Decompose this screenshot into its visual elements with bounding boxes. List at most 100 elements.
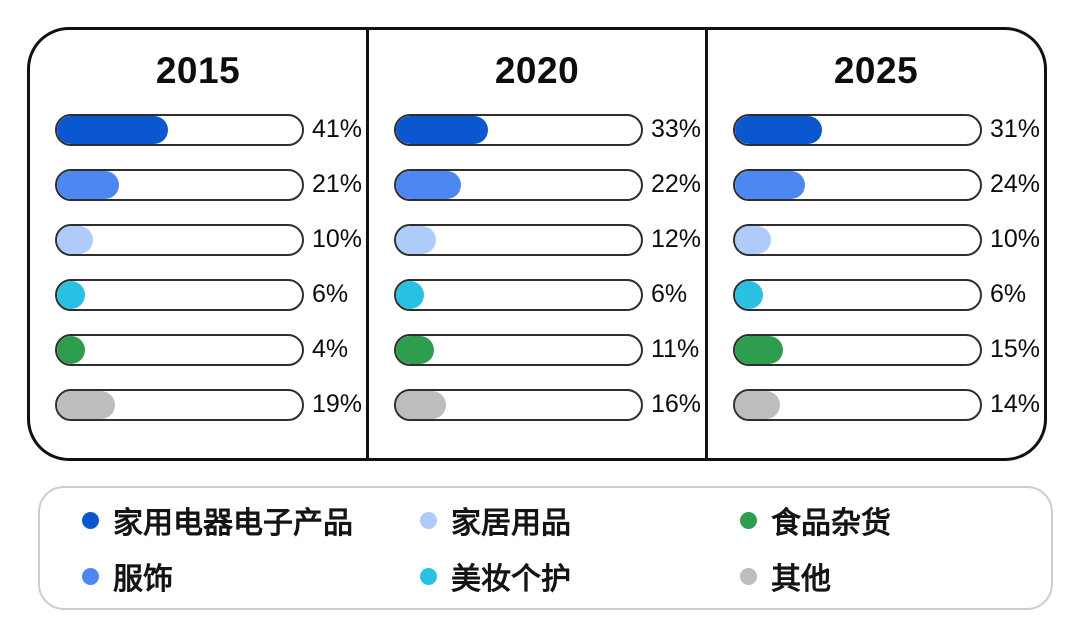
legend-item-beauty-personal-care: 美妆个护	[420, 554, 740, 598]
bar-fill-appliances-electronics	[57, 115, 169, 144]
bar-value-label: 6%	[990, 280, 1027, 309]
bar-row-appliances-electronics: 31%	[733, 113, 1042, 146]
bar-group-2020: 33% 22% 12% 6% 11% 16%	[369, 113, 705, 421]
legend-item-home-goods: 家居用品	[420, 498, 740, 542]
bar-fill-apparel	[396, 170, 461, 199]
bar-track	[733, 333, 982, 366]
legend-label: 食品杂货	[771, 507, 891, 540]
bar-track	[733, 113, 982, 146]
legend-dot-apparel	[82, 567, 99, 585]
bar-row-groceries: 11%	[394, 333, 703, 366]
bar-track	[394, 278, 643, 311]
bar-value-label: 24%	[990, 170, 1041, 199]
bar-row-apparel: 21%	[55, 168, 364, 201]
bar-value-label: 22%	[651, 170, 702, 199]
bar-track	[55, 388, 304, 421]
bar-row-home-goods: 10%	[55, 223, 364, 256]
legend-label: 家用电器电子产品	[113, 507, 353, 540]
bar-row-others: 19%	[55, 388, 364, 421]
bar-row-apparel: 24%	[733, 168, 1042, 201]
legend-dot-beauty-personal-care	[420, 567, 437, 585]
bar-fill-home-goods	[396, 225, 437, 254]
bar-track	[394, 388, 643, 421]
bar-row-groceries: 4%	[55, 333, 364, 366]
legend-dot-groceries	[740, 511, 757, 529]
bar-value-label: 19%	[312, 390, 363, 419]
legend-dot-appliances-electronics	[82, 511, 99, 529]
panel-2015: 2015 41% 21% 10% 6% 4%	[30, 30, 366, 458]
bar-row-apparel: 22%	[394, 168, 703, 201]
bar-value-label: 11%	[651, 335, 700, 364]
bar-fill-others	[735, 390, 781, 419]
bar-track	[55, 333, 304, 366]
bar-track	[55, 223, 304, 256]
bar-row-appliances-electronics: 41%	[55, 113, 364, 146]
bar-row-home-goods: 12%	[394, 223, 703, 256]
bar-track	[394, 333, 643, 366]
legend-item-appliances-electronics: 家用电器电子产品	[82, 498, 420, 542]
bar-group-2025: 31% 24% 10% 6% 15% 14%	[708, 113, 1044, 421]
bar-track	[394, 168, 643, 201]
bar-value-label: 16%	[651, 390, 702, 419]
legend-item-groceries: 食品杂货	[740, 498, 1051, 542]
bar-track	[55, 113, 304, 146]
panel-title-2020: 2020	[494, 50, 580, 91]
legend-item-apparel: 服饰	[82, 554, 420, 598]
bar-fill-apparel	[735, 170, 805, 199]
bar-row-others: 14%	[733, 388, 1042, 421]
bar-track	[55, 168, 304, 201]
bar-value-label: 4%	[312, 335, 349, 364]
legend-label: 服饰	[113, 563, 173, 596]
bar-track	[733, 168, 982, 201]
bar-value-label: 31%	[990, 115, 1041, 144]
bar-track	[394, 223, 643, 256]
bar-value-label: 15%	[990, 335, 1041, 364]
bar-row-beauty-personal-care: 6%	[733, 278, 1042, 311]
legend-label: 家居用品	[451, 507, 571, 540]
bar-value-label: 10%	[990, 225, 1041, 254]
bar-row-beauty-personal-care: 6%	[55, 278, 364, 311]
bar-value-label: 33%	[651, 115, 702, 144]
bar-fill-apparel	[57, 170, 120, 199]
panel-title-2015: 2015	[155, 50, 241, 91]
bar-row-groceries: 15%	[733, 333, 1042, 366]
bar-value-label: 6%	[651, 280, 688, 309]
panel-2025: 2025 31% 24% 10% 6% 15%	[705, 30, 1044, 458]
bar-track	[733, 223, 982, 256]
bar-value-label: 10%	[312, 225, 363, 254]
bar-row-home-goods: 10%	[733, 223, 1042, 256]
bar-track	[733, 278, 982, 311]
bar-fill-groceries	[396, 335, 434, 364]
bar-fill-beauty-personal-care	[396, 280, 424, 309]
legend-dot-home-goods	[420, 511, 437, 529]
panel-title-2025: 2025	[833, 50, 919, 91]
bar-track	[55, 278, 304, 311]
legend-dot-others	[740, 567, 757, 585]
legend-label: 美妆个护	[451, 563, 571, 596]
bar-value-label: 6%	[312, 280, 349, 309]
bar-fill-beauty-personal-care	[735, 280, 763, 309]
panel-2020: 2020 33% 22% 12% 6% 11%	[366, 30, 705, 458]
bar-fill-groceries	[57, 335, 85, 364]
bar-row-beauty-personal-care: 6%	[394, 278, 703, 311]
legend-item-others: 其他	[740, 554, 1051, 598]
legend-label: 其他	[771, 563, 831, 596]
bar-fill-others	[396, 390, 447, 419]
bar-value-label: 21%	[312, 170, 363, 199]
bar-fill-appliances-electronics	[735, 115, 822, 144]
bar-fill-beauty-personal-care	[57, 280, 85, 309]
bar-track	[733, 388, 982, 421]
bar-fill-groceries	[735, 335, 783, 364]
bar-fill-home-goods	[57, 225, 93, 254]
bar-value-label: 41%	[312, 115, 363, 144]
bar-row-appliances-electronics: 33%	[394, 113, 703, 146]
bar-fill-others	[57, 390, 115, 419]
bar-track	[394, 113, 643, 146]
bar-value-label: 14%	[990, 390, 1041, 419]
bar-row-others: 16%	[394, 388, 703, 421]
bar-fill-appliances-electronics	[396, 115, 488, 144]
bar-fill-home-goods	[735, 225, 771, 254]
bar-group-2015: 41% 21% 10% 6% 4% 19%	[30, 113, 366, 421]
legend: 家用电器电子产品 家居用品 食品杂货 服饰 美妆个护 其他	[38, 486, 1053, 610]
chart-panels-container: 2015 41% 21% 10% 6% 4%	[27, 27, 1047, 461]
